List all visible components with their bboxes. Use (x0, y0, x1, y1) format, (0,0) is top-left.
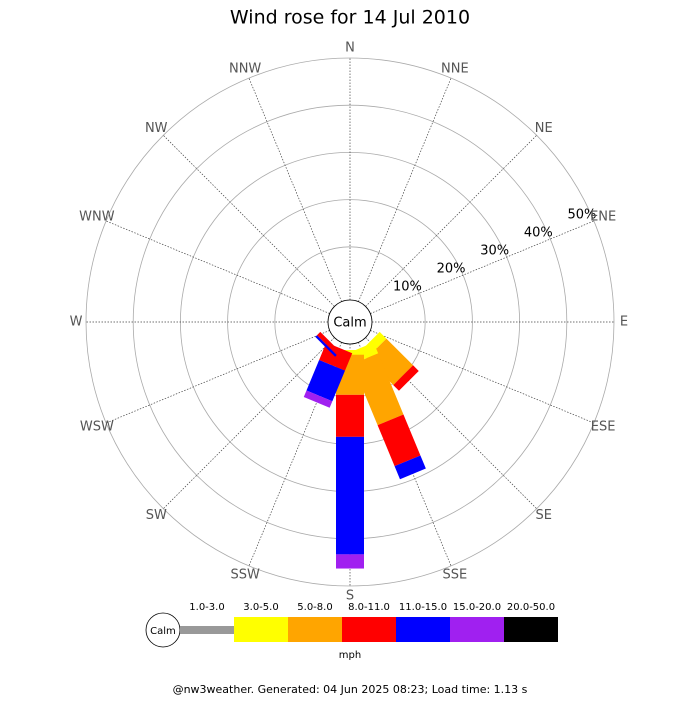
direction-label: NW (145, 121, 168, 136)
direction-label: SW (146, 508, 167, 523)
direction-label: SSE (442, 568, 467, 583)
legend-label: 3.0-5.0 (243, 602, 278, 613)
r-tick-label: 10% (393, 280, 422, 295)
direction-label: SSW (230, 568, 260, 583)
direction-label: NNE (441, 61, 469, 76)
legend-swatch (396, 617, 450, 642)
legend-label: 11.0-15.0 (399, 602, 447, 613)
direction-label: WNW (79, 210, 115, 225)
direction-label: W (70, 315, 83, 330)
bar-segment (336, 554, 364, 569)
legend: Calm mph 1.0-3.0 3.0-5.0 5.0-8.0 8.0-11.0 11… (145, 602, 558, 661)
legend-label: 1.0-3.0 (189, 602, 224, 613)
bar-segment (394, 455, 426, 480)
bar-segment (366, 338, 414, 386)
direction-label: ESE (591, 419, 616, 434)
bar-segment (336, 394, 364, 437)
calm-circle (327, 299, 373, 345)
labels: 10% 20% 30% 40% 50% N NNE NE ENE E ESE SE SSE S SSW SW W… (70, 41, 629, 604)
bar-segment (352, 353, 404, 426)
spoke (358, 77, 452, 302)
bar-segment (377, 414, 421, 467)
legend-swatch (180, 626, 234, 634)
legend-swatch (504, 617, 558, 642)
r-tick-label: 30% (480, 244, 509, 259)
legend-swatch (450, 617, 504, 642)
unit-label: mph (339, 650, 361, 661)
bar-segment (315, 335, 337, 357)
r-tick-label: 20% (437, 262, 466, 277)
r-tick-label: 50% (567, 207, 596, 222)
legend-swatch (342, 617, 396, 642)
direction-label: NE (535, 121, 553, 136)
legend-label: 8.0-11.0 (348, 602, 390, 613)
direction-label: S (346, 589, 354, 604)
spoke (365, 135, 537, 307)
legend-swatch (234, 617, 288, 642)
footer: @nw3weather. Generated: 04 Jun 2025 08:2… (173, 683, 528, 696)
bar-segment (336, 436, 364, 555)
spoke (105, 220, 330, 314)
direction-label: NNW (229, 61, 261, 76)
bar-segment (303, 390, 333, 408)
legend-swatch (288, 617, 342, 642)
spoke (163, 337, 335, 509)
legend-label: 5.0-8.0 (297, 602, 332, 613)
chart-title: Wind rose for 14 Jul 2010 (230, 7, 470, 29)
legend-label: 20.0-50.0 (507, 602, 555, 613)
spoke (370, 330, 595, 424)
spoke (248, 77, 342, 302)
direction-label: ENE (590, 210, 616, 225)
bar-segment (393, 365, 419, 391)
direction-label: E (620, 315, 628, 330)
legend-label: 15.0-20.0 (453, 602, 501, 613)
direction-label: WSW (80, 419, 114, 434)
direction-label: N (345, 41, 355, 56)
legend-calm-label: Calm (150, 626, 176, 637)
bar-segment (306, 359, 345, 402)
spoke (370, 220, 595, 314)
calm-label: Calm (333, 316, 366, 331)
ring (85, 57, 615, 587)
direction-label: SE (536, 508, 552, 523)
r-tick-label: 40% (524, 226, 553, 241)
bars (303, 331, 426, 569)
bar-segment (319, 342, 353, 371)
spoke (105, 330, 330, 424)
spoke (163, 135, 335, 307)
bar-segment (316, 331, 341, 356)
